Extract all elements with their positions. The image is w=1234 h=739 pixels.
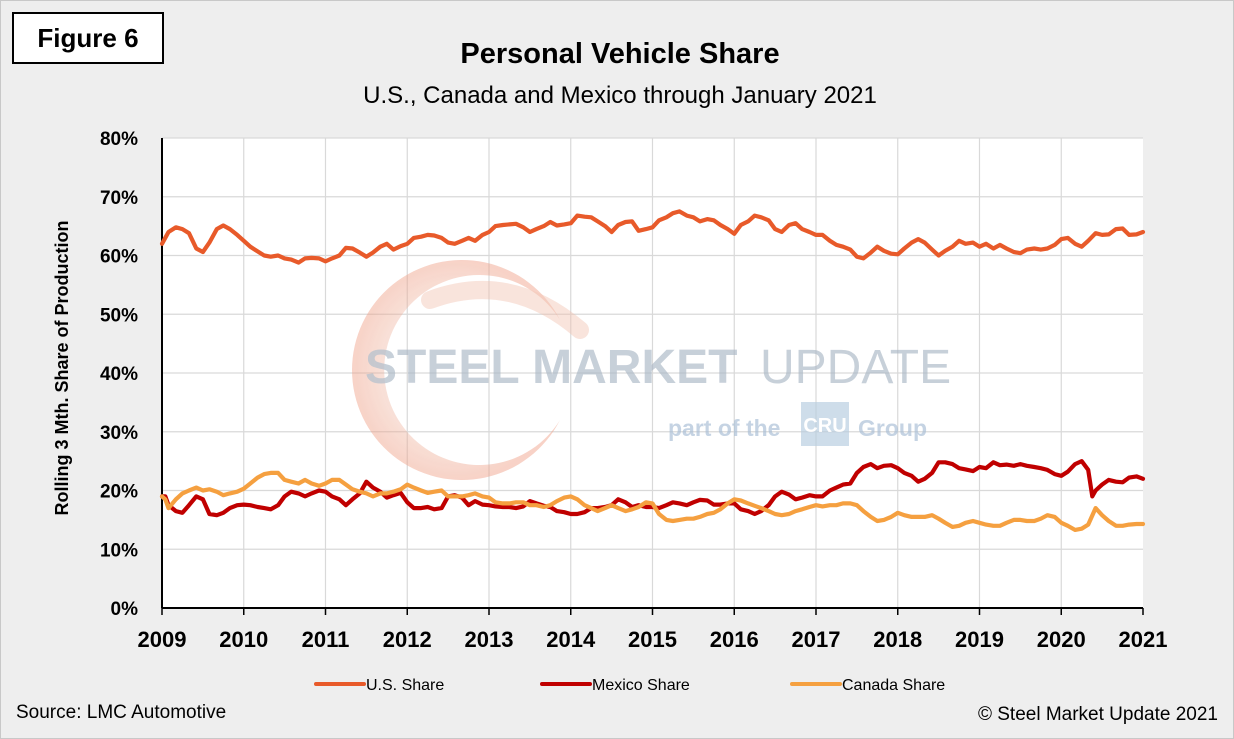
legend-label-mexico-share: Mexico Share: [592, 677, 690, 694]
watermark: STEEL MARKET UPDATE part of the CRU Grou…: [352, 259, 951, 480]
watermark-badge: CRU: [803, 415, 846, 437]
y-tick-label: 50%: [100, 305, 138, 326]
copyright-note: © Steel Market Update 2021: [977, 704, 1218, 725]
y-tick-label: 30%: [100, 423, 138, 444]
y-tick-label: 70%: [100, 188, 138, 209]
watermark-tagline-prefix: part of the: [668, 415, 780, 441]
watermark-tagline-suffix: Group: [858, 415, 927, 441]
x-tick-label: 2012: [383, 627, 432, 652]
watermark-swoosh-arc-icon: [421, 281, 589, 339]
x-tick-label: 2021: [1119, 627, 1168, 652]
x-tick-label: 2014: [546, 627, 596, 652]
chart-subtitle: U.S., Canada and Mexico through January …: [363, 82, 877, 109]
series-lines: [159, 209, 1146, 533]
x-tick-labels: 2009 2010 2011 2012 2013 2014 2015 2016 2017 2018…: [138, 627, 1168, 652]
watermark-brand-bold: STEEL MARKET: [365, 341, 737, 394]
grid-lines: [162, 137, 1143, 608]
x-tick-label: 2019: [955, 627, 1004, 652]
x-tick-label: 2020: [1037, 627, 1086, 652]
y-tick-label: 0%: [111, 599, 139, 620]
x-tick-label: 2017: [792, 627, 841, 652]
y-tick-label: 10%: [100, 540, 138, 561]
legend-label-u-s-share: U.S. Share: [366, 677, 444, 694]
watermark-brand-light: UPDATE: [760, 341, 951, 394]
y-tick-labels: 0% 10% 20% 30% 40% 50% 60% 70% 80%: [100, 129, 138, 620]
figure-label: Figure 6: [12, 12, 164, 64]
y-tick-label: 40%: [100, 364, 138, 385]
legend: U.S. Share Mexico Share Canada Share: [314, 677, 945, 694]
watermark-badge-box: [801, 402, 849, 446]
series-line-u-s-share: [159, 209, 1146, 265]
axes: [161, 138, 1144, 615]
x-tick-label: 2010: [219, 627, 268, 652]
x-tick-label: 2016: [710, 627, 759, 652]
x-tick-label: 2015: [628, 627, 677, 652]
legend-label-canada-share: Canada Share: [842, 677, 945, 694]
source-note: Source: LMC Automotive: [16, 702, 227, 723]
y-axis-label: Rolling 3 Mth. Share of Production: [52, 221, 72, 516]
x-tick-label: 2009: [138, 627, 187, 652]
y-tick-label: 60%: [100, 247, 138, 268]
x-tick-label: 2018: [873, 627, 922, 652]
y-tick-label: 80%: [100, 129, 138, 150]
chart-title: Personal Vehicle Share: [460, 38, 780, 70]
x-tick-label: 2011: [302, 627, 350, 652]
y-tick-label: 20%: [100, 482, 138, 503]
series-line-canada-share: [159, 470, 1146, 533]
x-tick-label: 2013: [465, 627, 514, 652]
